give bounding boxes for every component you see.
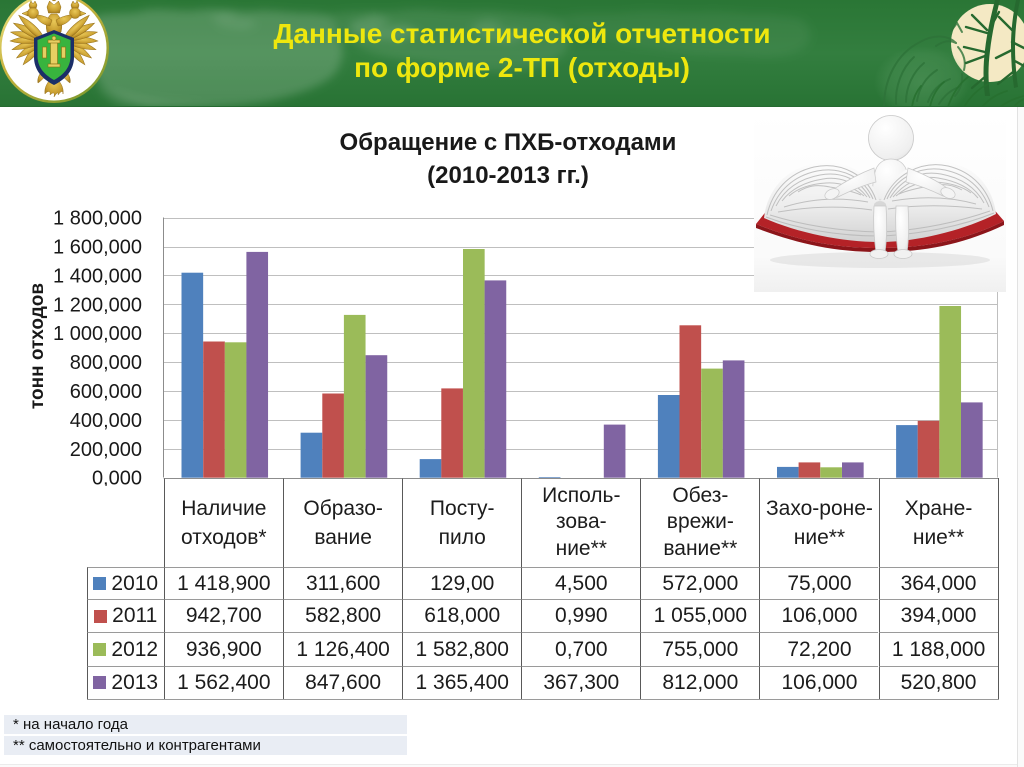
svg-text:1 000,000: 1 000,000 [53, 323, 142, 345]
svg-text:400,000: 400,000 [70, 410, 142, 432]
svg-text:1 800,000: 1 800,000 [53, 208, 142, 230]
svg-text:тонн отходов: тонн отходов [27, 283, 48, 409]
svg-text:800,000: 800,000 [70, 352, 142, 374]
svg-text:1 600,000: 1 600,000 [53, 237, 142, 259]
svg-text:600,000: 600,000 [70, 381, 142, 403]
svg-text:1 200,000: 1 200,000 [53, 294, 142, 316]
svg-text:0,000: 0,000 [92, 468, 142, 486]
svg-text:200,000: 200,000 [70, 439, 142, 461]
svg-text:1 400,000: 1 400,000 [53, 265, 142, 287]
